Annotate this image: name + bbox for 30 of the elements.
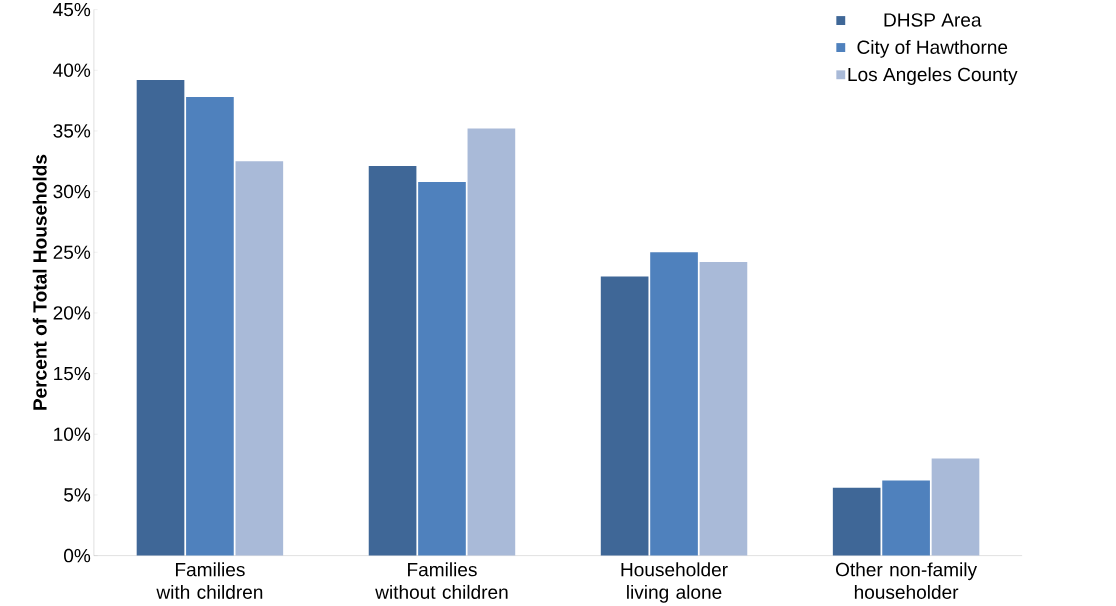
y-tick-label: 0% <box>64 549 91 563</box>
bar <box>467 128 516 556</box>
y-tick-label: 20% <box>53 306 91 320</box>
legend-label: DHSP Area <box>884 13 982 27</box>
x-tick-label: Families with children <box>156 562 263 600</box>
bar <box>699 262 748 556</box>
bar <box>235 161 284 556</box>
y-tick-label: 45% <box>53 3 91 17</box>
bar <box>931 458 980 556</box>
legend-label: Los Angeles County <box>848 67 1018 86</box>
x-tick-label: Families without children <box>375 562 508 600</box>
bar <box>186 97 234 556</box>
y-tick-label: 40% <box>53 63 91 78</box>
legend-label: City of Hawthorne <box>857 40 1008 58</box>
x-tick-label: Householder living alone <box>621 562 728 603</box>
bar <box>418 182 466 556</box>
bar <box>832 487 881 556</box>
y-axis-title: Percent of Total Households <box>32 155 47 411</box>
y-tick-label: 35% <box>53 124 91 138</box>
x-tick-label: Other non-family householder <box>835 562 978 600</box>
bar <box>650 252 698 556</box>
bar <box>368 166 417 556</box>
bar <box>882 480 930 556</box>
y-tick-label: 10% <box>54 427 91 442</box>
y-tick-label: 25% <box>53 245 91 260</box>
bar <box>136 80 185 556</box>
y-tick-label: 30% <box>53 185 91 199</box>
bar <box>600 276 649 556</box>
y-tick-label: 15% <box>54 367 91 381</box>
y-tick-label: 5% <box>64 488 91 502</box>
